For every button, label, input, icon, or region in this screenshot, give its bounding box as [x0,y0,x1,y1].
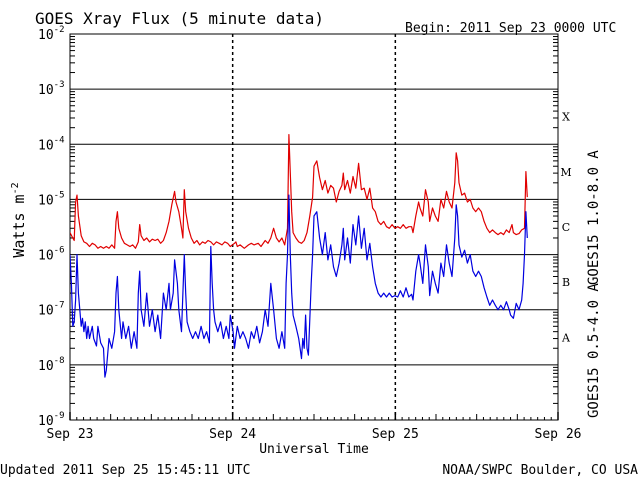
y-tick-label: 10-8 [38,356,65,374]
grid-lines [70,34,558,420]
series-legend-long: GOES15 1.0-8.0 A [586,150,602,285]
flare-class-label: X [562,111,570,124]
flare-class-label: B [562,276,570,289]
footer-updated: Updated 2011 Sep 25 15:45:11 UTC [0,463,250,478]
y-tick-label: 10-2 [38,25,65,43]
footer-source: NOAA/SWPC Boulder, CO USA [442,463,638,478]
flare-class-label: A [561,331,571,344]
x-axis-label: Universal Time [259,442,369,457]
series-line [70,134,528,249]
x-tick-label: Sep 25 [372,427,419,442]
flare-class-label: C [562,221,570,234]
series-line [70,194,528,378]
series-legend-short: GOES15 0.5-4.0 A [586,283,602,418]
x-tick-label: Sep 26 [535,427,582,442]
y-axis-label: Watts m-2 [10,182,28,257]
y-tick-label: 10-6 [38,246,65,264]
x-tick-label: Sep 23 [47,427,94,442]
y-tick-label: 10-5 [38,190,65,208]
chart-title: GOES Xray Flux (5 minute data) [35,9,324,28]
flare-class-labels: X M C B A [560,111,571,345]
x-axis: Sep 23 Sep 24 Sep 25 Sep 26 [47,412,582,442]
y-axis-label-superscript: -2 [10,182,21,194]
flare-class-label: M [560,166,571,179]
y-tick-label: 10-9 [38,411,65,429]
y-tick-label: 10-3 [38,80,65,98]
x-tick-label: Sep 24 [209,427,256,442]
y-axis-label-text: Watts m [10,194,28,257]
y-axis: 10-9 10-8 10-7 10-6 10-5 10-4 10-3 10-2 [38,25,558,429]
y-tick-label: 10-4 [38,135,65,153]
y-tick-label: 10-7 [38,301,65,319]
series-layer [70,134,528,378]
begin-label: Begin: 2011 Sep 23 0000 UTC [405,21,616,36]
